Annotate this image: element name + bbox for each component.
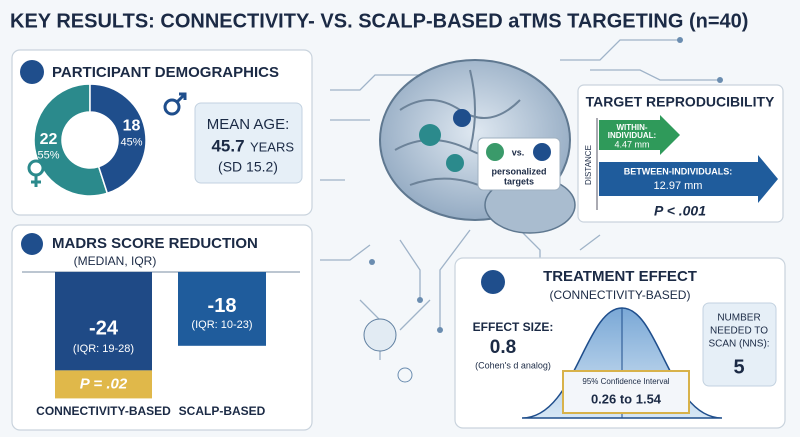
age-box (194, 102, 303, 184)
between-arrow (599, 155, 778, 203)
p-value: P < .001 (654, 203, 706, 219)
axis-label: DISTANCE (584, 145, 593, 185)
within-label: INDIVIDUAL: (608, 131, 656, 140)
between-value: 12.97 mm (654, 180, 703, 192)
bar-label: SCALP-BASED (179, 404, 266, 418)
treatment-title: TREATMENT EFFECT (543, 268, 697, 285)
donut-slice (33, 83, 109, 197)
reproducibility-title: TARGET REPRODUCIBILITY (586, 94, 775, 110)
female-symbol (27, 159, 45, 187)
age-value: 45.7 (211, 136, 244, 155)
treatment-subtitle: (CONNECTIVITY-BASED) (550, 288, 691, 302)
personalized-line: targets (504, 176, 534, 186)
bar-iqr: (IQR: 19-28) (73, 343, 134, 355)
brain-illustration (320, 37, 723, 383)
nns-box (702, 302, 777, 387)
male-symbol (163, 92, 187, 116)
icon (21, 233, 43, 255)
bar (55, 272, 152, 371)
nns-label: NUMBER (717, 313, 760, 324)
icon (20, 60, 44, 84)
age-sd: (SD 15.2) (218, 159, 278, 175)
nns-label: NEEDED TO (710, 326, 768, 337)
age-unit: YEARS (250, 139, 294, 154)
within-arrow (599, 115, 680, 155)
vs-label: vs. (512, 147, 525, 157)
ci-box (562, 370, 690, 414)
bar-label: CONNECTIVITY-BASED (36, 404, 171, 418)
between-label: BETWEEN-INDIVIDUALS: (624, 166, 733, 176)
madrs-subtitle: (MEDIAN, IQR) (74, 254, 157, 268)
ci-value: 0.26 to 1.54 (591, 391, 662, 406)
effect-label: EFFECT SIZE: (473, 320, 554, 334)
within-value: 4.47 mm (614, 139, 649, 149)
nns-label: SCAN (NNS): (708, 339, 769, 350)
madrs-title: MADRS SCORE REDUCTION (52, 235, 258, 252)
donut-slice (89, 83, 147, 195)
bar-value: -24 (89, 317, 119, 339)
within-label: WITHIN- (616, 123, 647, 132)
slice-percent: 55% (38, 149, 60, 161)
demographics-title: PARTICIPANT DEMOGRAPHICS (52, 64, 279, 81)
effect-value: 0.8 (490, 337, 516, 358)
bar-iqr: (IQR: 10-23) (191, 319, 252, 331)
personalized-line: personalized (491, 166, 546, 176)
bar (178, 272, 266, 346)
slice-count: 22 (40, 131, 58, 148)
effect-note: (Cohen's d analog) (475, 360, 551, 370)
bar-value: -18 (208, 295, 237, 317)
ci-label: 95% Confidence Interval (582, 377, 669, 386)
p-box (55, 370, 152, 399)
slice-percent: 45% (120, 136, 142, 148)
slice-count: 18 (123, 118, 141, 135)
bar-p: P = .02 (80, 375, 128, 392)
page-title: KEY RESULTS: CONNECTIVITY- VS. SCALP-BAS… (10, 10, 748, 32)
nns-value: 5 (733, 356, 744, 378)
icon (481, 270, 505, 294)
age-label: MEAN AGE: (207, 116, 290, 133)
